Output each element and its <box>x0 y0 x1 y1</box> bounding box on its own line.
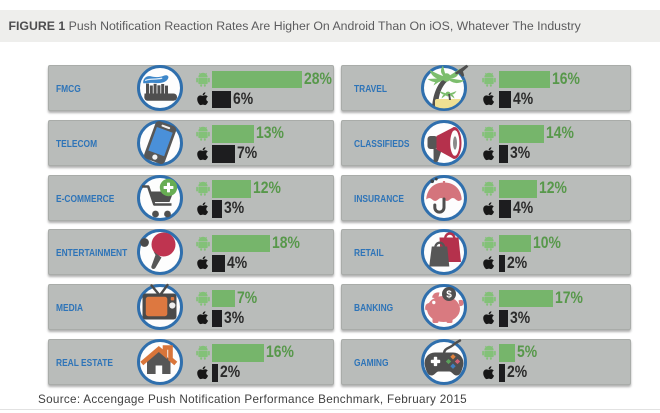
svg-text:$: $ <box>446 290 452 301</box>
